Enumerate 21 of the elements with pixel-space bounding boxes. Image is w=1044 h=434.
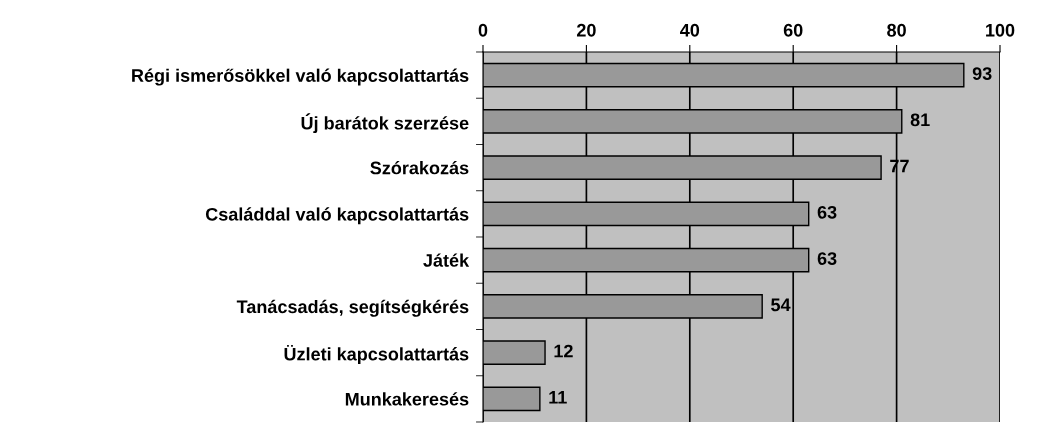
data-label: 81 [910,113,930,127]
x-tick-label: 40 [680,23,700,37]
x-tick-label: 20 [576,23,596,37]
y-tick-label: Játék [423,253,470,267]
y-tick-label: Tanácsadás, segítségkérés [236,299,469,317]
data-label: 93 [972,67,992,80]
y-tick-label: Szórakozás [370,160,469,175]
data-label: 11 [549,391,567,404]
x-tick-label: 0 [478,23,488,37]
data-label: 54 [771,298,791,312]
y-tick-label: Munkakeresés [345,392,469,406]
y-tick-label: Régi ismerősökkel való kapcsolattartás [132,68,469,86]
y-tick-label: Új barátok szerzése [301,113,469,134]
y-tick-label: Családdal való kapcsolattartás [205,207,469,225]
data-label: 63 [817,252,837,265]
data-label: 12 [554,344,573,358]
x-tick-label: 100 [986,23,1015,37]
x-tick-label: 80 [887,23,906,37]
y-tick-label: Üzleti kapcsolattartás [284,344,469,365]
data-label: 63 [817,205,837,219]
x-tick-label: 60 [783,23,803,37]
